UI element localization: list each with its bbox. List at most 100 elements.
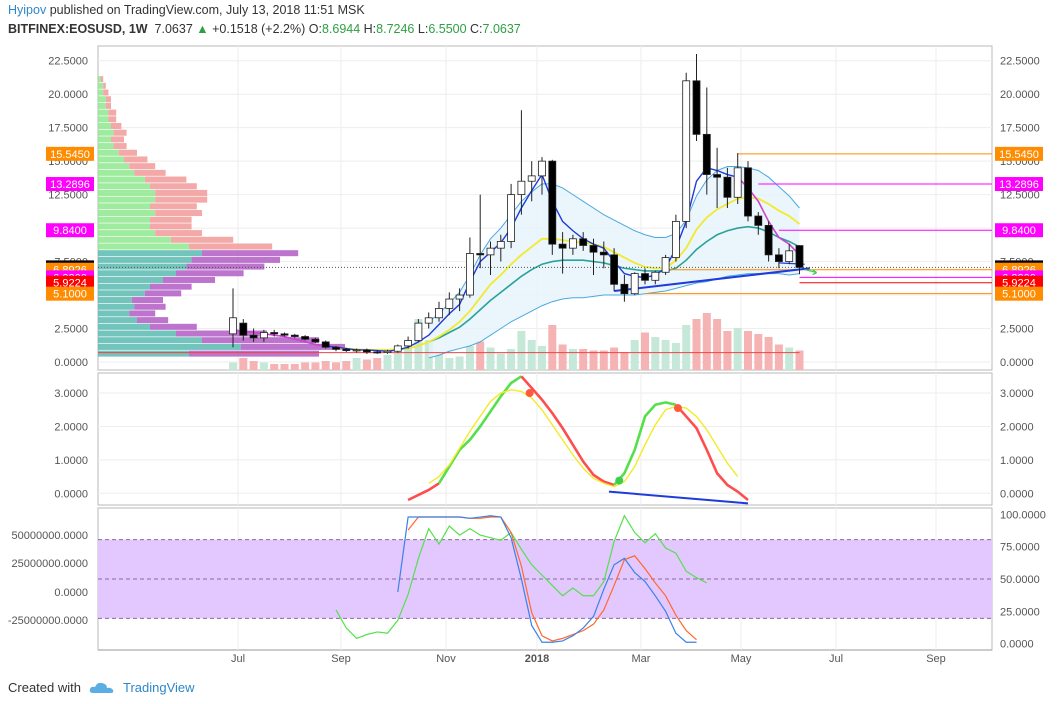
profile-buy-bar: [98, 337, 202, 344]
x-tick-label: Jul: [829, 653, 843, 665]
x-tick-label: May: [731, 653, 752, 665]
last-price: 7.0637: [154, 22, 193, 36]
stoch-tick-right: 50.0000: [1000, 574, 1040, 586]
support-trendline: [613, 267, 810, 293]
profile-buy-bar: [98, 102, 106, 109]
osc-tick-right: 0.0000: [1000, 488, 1034, 500]
candle-body: [290, 334, 299, 337]
profile-buy-bar: [98, 297, 132, 304]
volume-bar: [702, 313, 711, 370]
stoch-tick-left: 0.0000: [54, 587, 88, 599]
profile-buy-bar: [98, 76, 101, 83]
candle-body: [589, 245, 598, 253]
volume-bar: [486, 347, 495, 370]
candle-body: [362, 349, 371, 353]
volume-bars: [229, 313, 804, 370]
volume-bar: [507, 349, 516, 370]
price-label-bg-right: [995, 177, 1043, 192]
volume-bar: [301, 362, 310, 370]
candle-body: [610, 254, 618, 285]
author-name[interactable]: Hyipov: [8, 3, 47, 17]
profile-buy-bar: [98, 303, 135, 310]
volume-bar: [538, 346, 546, 370]
price-label-right: 15.5450: [999, 149, 1039, 161]
profile-sell-bar: [150, 203, 197, 210]
candle-body: [373, 351, 382, 354]
low-label: L:: [417, 22, 429, 36]
profile-sell-bar: [144, 176, 187, 183]
candle-body: [620, 283, 629, 295]
profile-sell-bar: [134, 303, 166, 310]
oscillator-line: [437, 375, 523, 484]
candle-body: [259, 332, 268, 339]
profile-buy-bar: [98, 256, 192, 263]
candle-body: [445, 298, 454, 309]
price-label-right: 5.1000: [1002, 289, 1036, 301]
volume-bar: [651, 337, 660, 370]
volume-bar: [414, 319, 423, 370]
candle-body: [569, 238, 577, 249]
profile-sell-bar: [103, 89, 109, 96]
candle-body: [641, 273, 649, 281]
volume-bar: [270, 364, 279, 370]
profile-sell-bar: [155, 196, 208, 203]
profile-buy-bar: [98, 176, 145, 183]
profile-sell-bar: [113, 129, 127, 136]
volume-bar: [610, 347, 619, 370]
profile-sell-bar: [189, 243, 273, 250]
y-tick-label-right: 20.0000: [1000, 89, 1040, 101]
y-tick-label-left: 17.5000: [48, 123, 88, 135]
profile-sell-bar: [100, 76, 104, 83]
price-label-right: 9.8400: [1002, 225, 1036, 237]
candle-body: [538, 160, 546, 177]
volume-bar: [744, 331, 752, 370]
high-value: 8.7246: [376, 22, 415, 36]
x-tick-label: Jul: [231, 653, 245, 665]
profile-buy-bar: [98, 156, 124, 163]
stoch-tick-right: 75.0000: [1000, 542, 1040, 554]
osc-tick-right: 1.0000: [1000, 455, 1034, 467]
projection-arrow-icon: [804, 269, 818, 276]
profile-buy-bar: [98, 290, 145, 297]
profile-buy-bar: [98, 196, 156, 203]
candle-body: [785, 250, 794, 262]
volume-bar: [589, 350, 598, 370]
profile-sell-bar: [202, 250, 299, 257]
symbol: BITFINEX:EOSUSD, 1W: [8, 22, 148, 36]
candle-body: [465, 253, 474, 296]
volume-bar: [496, 353, 505, 370]
profile-buy-bar: [98, 169, 135, 176]
osc-tick-left: 3.0000: [54, 388, 88, 400]
stoch-tick-left: -25000000.0000: [8, 615, 88, 627]
profile-sell-bar: [150, 283, 192, 290]
footer: Created with TradingView: [8, 680, 195, 695]
profile-buy-bar: [98, 343, 241, 350]
chart-area[interactable]: Jul Sep Nov 2018 Mar May Jul Sep 22.5000 22.5000 2…: [0, 42, 1057, 678]
volume-bar: [259, 362, 268, 370]
profile-sell-bar: [163, 276, 215, 283]
profile-sell-bar: [105, 102, 111, 109]
candle-body: [270, 332, 279, 335]
candle-body: [682, 80, 691, 222]
stoch-tick-right: 100.0000: [1000, 509, 1046, 521]
profile-buy-bar: [98, 163, 130, 170]
profile-sell-bar: [150, 183, 197, 190]
signal-dot: [525, 389, 534, 398]
profile-buy-bar: [98, 317, 137, 324]
profile-buy-bar: [98, 230, 156, 237]
price-label-bg-right: [995, 275, 1043, 290]
candle-body: [723, 176, 732, 198]
oscillator-line: [674, 403, 749, 501]
tradingview-brand[interactable]: TradingView: [122, 680, 195, 695]
volume-bar: [342, 361, 351, 370]
profile-sell-bar: [176, 330, 267, 337]
profile-sell-bar: [129, 310, 156, 317]
y-tick-label-left: 2.5000: [54, 323, 88, 335]
profile-sell-bar: [241, 343, 345, 350]
volume-bar: [332, 362, 340, 370]
candle-body: [435, 308, 443, 319]
price-label-bg-right: [995, 223, 1043, 238]
price-label-left: 13.2896: [50, 179, 90, 191]
profile-buy-bar: [98, 283, 150, 290]
osc-tick-left: 1.0000: [54, 455, 88, 467]
